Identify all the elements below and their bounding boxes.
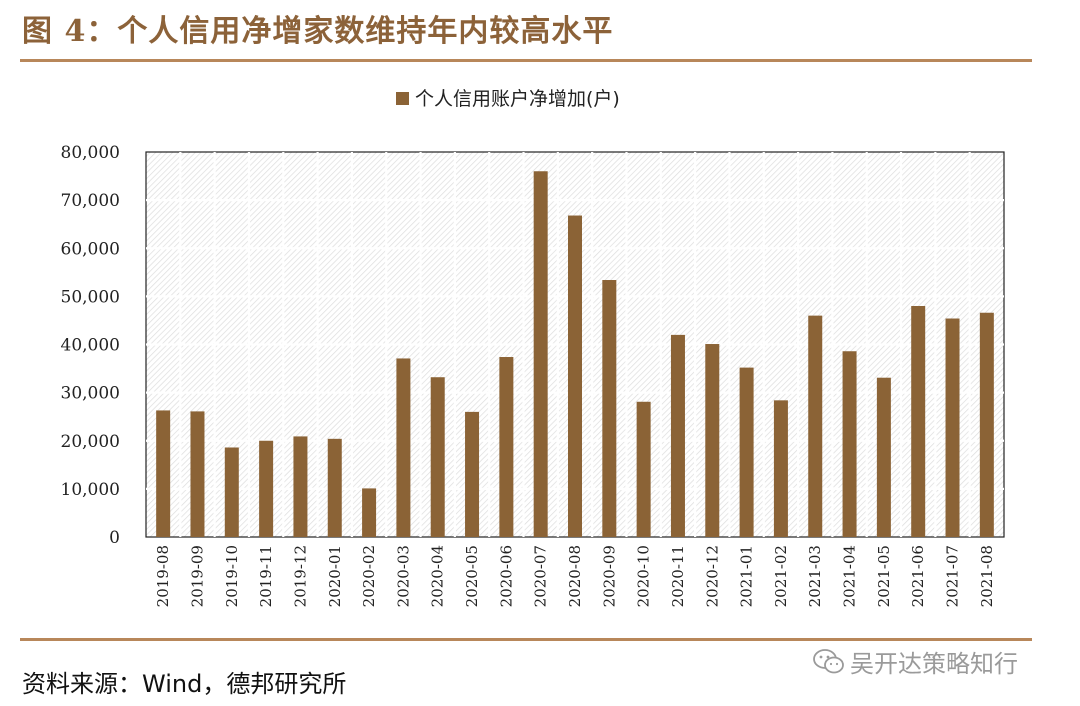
bar-2021-02 xyxy=(773,400,788,537)
y-tick-label: 20,000 xyxy=(61,432,120,452)
bar-2019-11 xyxy=(259,440,274,537)
x-tick-label: 2020-07 xyxy=(532,545,550,607)
watermark-text: 吴开达策略知行 xyxy=(850,650,1018,678)
legend-label: 个人信用账户净增加(户) xyxy=(415,88,620,110)
bar-2021-01 xyxy=(739,367,754,537)
bar-2021-06 xyxy=(911,306,926,537)
bar-2021-05 xyxy=(876,377,891,537)
bar-2020-04 xyxy=(430,377,445,537)
x-tick-label: 2019-09 xyxy=(188,545,206,607)
x-tick-label: 2020-01 xyxy=(326,545,344,607)
watermark: 吴开达策略知行 xyxy=(812,644,1018,679)
y-tick-label: 30,000 xyxy=(61,384,120,404)
y-tick-label: 60,000 xyxy=(61,239,120,259)
x-tick-label: 2021-06 xyxy=(909,545,927,607)
y-tick-label: 50,000 xyxy=(61,287,120,307)
legend-swatch xyxy=(396,92,409,105)
bar-2020-12 xyxy=(705,344,720,537)
bar-2019-09 xyxy=(190,411,205,537)
bar-2020-11 xyxy=(670,334,685,537)
bar-2020-10 xyxy=(636,401,651,537)
bar-2020-02 xyxy=(362,488,377,537)
x-tick-label: 2019-08 xyxy=(154,545,172,607)
x-tick-label: 2021-01 xyxy=(738,545,756,607)
x-tick-label: 2020-06 xyxy=(497,545,515,607)
bottom-divider xyxy=(20,638,1032,641)
bar-2020-08 xyxy=(568,215,582,537)
top-divider xyxy=(20,59,1032,62)
bar-2020-03 xyxy=(396,358,411,537)
bar-2021-03 xyxy=(808,315,823,537)
x-tick-label: 2020-10 xyxy=(635,545,653,607)
y-tick-label: 40,000 xyxy=(61,336,120,356)
bar-2020-06 xyxy=(499,357,514,537)
bar-2020-01 xyxy=(327,438,342,537)
x-tick-label: 2019-11 xyxy=(257,545,275,607)
figure-title: 图 4：个人信用净增家数维持年内较高水平 xyxy=(22,14,614,49)
bar-2019-08 xyxy=(156,410,171,537)
y-tick-label: 0 xyxy=(109,528,120,548)
bar-2021-04 xyxy=(842,351,857,537)
x-tick-label: 2021-08 xyxy=(978,545,996,607)
x-tick-label: 2019-10 xyxy=(223,545,241,607)
bar-2020-07 xyxy=(533,171,548,537)
x-tick-label: 2020-05 xyxy=(463,545,481,607)
x-tick-label: 2020-11 xyxy=(669,545,687,607)
x-tick-label: 2021-03 xyxy=(806,545,824,607)
bar-2021-07 xyxy=(945,318,960,537)
source-note: 资料来源：Wind，德邦研究所 xyxy=(22,670,347,698)
chart-legend: 个人信用账户净增加(户) xyxy=(396,88,620,110)
x-tick-label: 2021-05 xyxy=(875,545,893,607)
x-tick-label: 2021-04 xyxy=(841,545,859,607)
bar-2019-10 xyxy=(224,447,239,537)
y-tick-label: 10,000 xyxy=(61,480,120,500)
bar-2019-12 xyxy=(293,436,308,537)
y-tick-label: 70,000 xyxy=(61,191,120,211)
x-tick-label: 2020-09 xyxy=(600,545,618,607)
x-tick-label: 2020-12 xyxy=(703,545,721,607)
bar-2021-08 xyxy=(979,312,994,537)
wechat-icon xyxy=(813,648,844,673)
x-tick-label: 2020-02 xyxy=(360,545,378,607)
bar-2020-05 xyxy=(465,411,480,537)
x-tick-label: 2021-07 xyxy=(944,545,962,607)
x-tick-label: 2021-02 xyxy=(772,545,790,607)
x-tick-label: 2019-12 xyxy=(291,545,309,607)
x-tick-label: 2020-04 xyxy=(429,545,447,607)
x-tick-label: 2020-08 xyxy=(566,545,584,607)
y-tick-label: 80,000 xyxy=(61,143,120,163)
x-tick-label: 2020-03 xyxy=(394,545,412,607)
bar-2020-09 xyxy=(602,280,617,537)
bar-chart: 个人信用账户净增加(户) 0 10,000 20,000 30,000 40,000 50… xyxy=(61,88,1005,607)
